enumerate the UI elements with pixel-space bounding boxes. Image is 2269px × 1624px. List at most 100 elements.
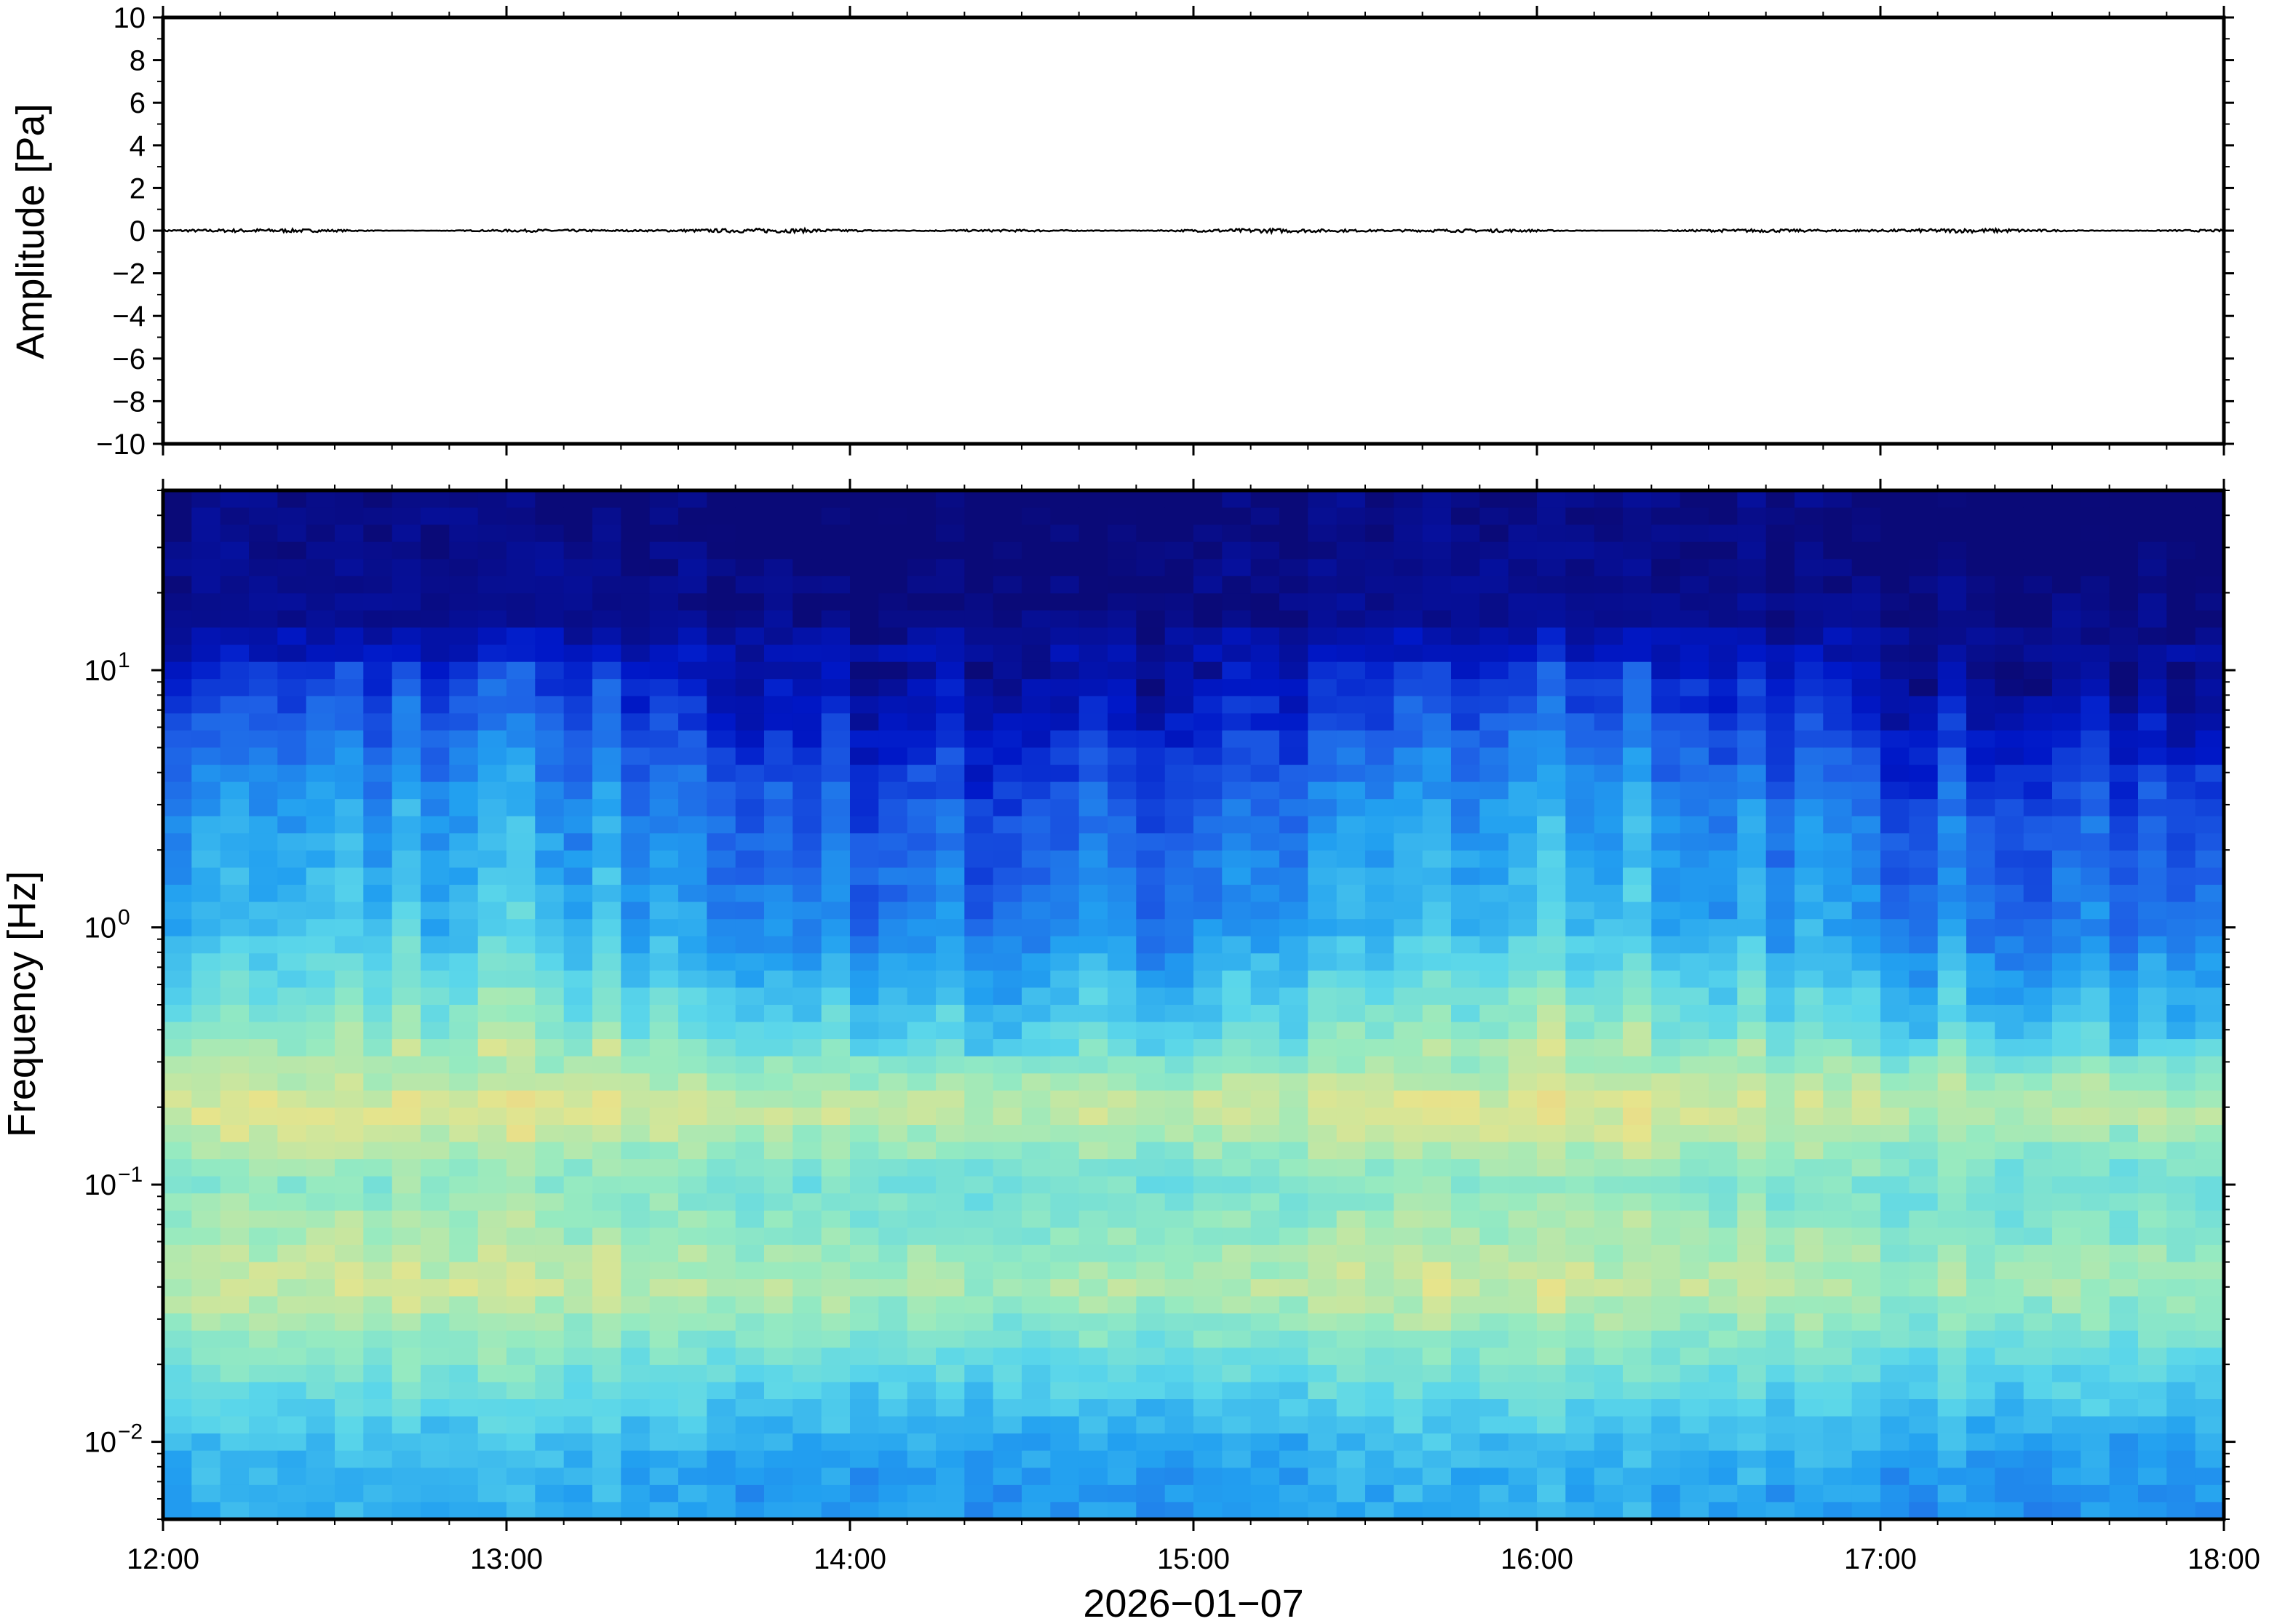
spectrogram-cell	[792, 1107, 822, 1126]
spectrogram-cell	[220, 799, 250, 817]
spectrogram-cell	[2081, 1330, 2110, 1349]
spectrogram-cell	[1164, 1416, 1194, 1434]
spectrogram-cell	[563, 1227, 593, 1246]
spectrogram-cell	[649, 1005, 679, 1023]
spectrogram-cell	[2138, 679, 2168, 697]
spectrogram-cell	[878, 1330, 908, 1349]
spectrogram-cell	[1451, 765, 1481, 783]
spectrogram-cell	[821, 696, 851, 715]
spectrogram-cell	[1565, 816, 1595, 835]
waveform-y-tick-label: 10	[114, 2, 146, 34]
spectrogram-cell	[2023, 559, 2053, 577]
spectrogram-cell	[220, 1022, 250, 1040]
spectrogram-cell	[1479, 1330, 1509, 1349]
spectrogram-cell	[506, 799, 536, 817]
spectrogram-cell	[1795, 1125, 1824, 1143]
spectrogram-cell	[1164, 1176, 1194, 1195]
spectrogram-cell	[1909, 645, 1939, 663]
spectrogram-cell	[1709, 730, 1738, 749]
spectrogram-cell	[1709, 1348, 1738, 1366]
spectrogram-cell	[421, 713, 450, 731]
spectrogram-cell	[1164, 490, 1194, 509]
spectrogram-cell	[1537, 1364, 1567, 1383]
spectrogram-cell	[621, 919, 651, 937]
spectrogram-cell	[2023, 1330, 2053, 1349]
spectrogram-cell	[1164, 747, 1194, 765]
spectrogram-cell	[2052, 1107, 2082, 1126]
spectrogram-cell	[2138, 1022, 2168, 1040]
spectrogram-cell	[1966, 1262, 1996, 1280]
spectrogram-cell	[191, 1073, 221, 1091]
spectrogram-cell	[2195, 1159, 2224, 1177]
spectrogram-cell	[1737, 661, 1767, 680]
spectrogram-cell	[1709, 885, 1738, 903]
spectrogram-cell	[535, 1330, 565, 1349]
spectrogram-cell	[993, 1142, 1022, 1160]
spectrogram-cell	[2195, 696, 2224, 715]
spectrogram-cell	[878, 850, 908, 869]
spectrogram-cell	[1451, 987, 1481, 1006]
spectrogram-cell	[936, 936, 966, 955]
spectrogram-cell	[1851, 490, 1881, 509]
spectrogram-cell	[907, 1073, 937, 1091]
spectrogram-cell	[1451, 541, 1481, 560]
spectrogram-cell	[2195, 1279, 2224, 1297]
spectrogram-cell	[191, 1364, 221, 1383]
spectrogram-cell	[1795, 816, 1824, 835]
spectrogram-cell	[1050, 1279, 1080, 1297]
spectrogram-cell	[1050, 1125, 1080, 1143]
spectrogram-cell	[1022, 1279, 1052, 1297]
spectrogram-cell	[2138, 970, 2168, 989]
spectrogram-cell	[1136, 833, 1166, 851]
spectrogram-cell	[1479, 1416, 1509, 1434]
spectrogram-y-tick-exponent: 1	[118, 648, 130, 672]
spectrogram-cell	[1537, 696, 1567, 715]
spectrogram-cell	[249, 696, 279, 715]
spectrogram-cell	[392, 747, 421, 765]
spectrogram-cell	[1022, 833, 1052, 851]
spectrogram-cell	[649, 525, 679, 543]
spectrogram-cell	[850, 1313, 880, 1332]
spectrogram-cell	[964, 1348, 994, 1366]
spectrogram-cell	[1594, 1090, 1624, 1109]
spectrogram-cell	[477, 987, 507, 1006]
spectrogram-cell	[1479, 1022, 1509, 1040]
spectrogram-cell	[421, 987, 450, 1006]
spectrogram-cell	[392, 953, 421, 971]
spectrogram-cell	[1537, 1484, 1567, 1503]
spectrogram-cell	[1880, 1364, 1910, 1383]
spectrogram-cell	[1995, 987, 2024, 1006]
spectrogram-cell	[2023, 541, 2053, 560]
spectrogram-cell	[964, 1090, 994, 1109]
spectrogram-cell	[1880, 799, 1910, 817]
spectrogram-cell	[1078, 936, 1108, 955]
spectrogram-cell	[220, 541, 250, 560]
spectrogram-cell	[1479, 1399, 1509, 1417]
spectrogram-cell	[792, 901, 822, 920]
spectrogram-cell	[1765, 1433, 1795, 1452]
spectrogram-cell	[563, 1348, 593, 1366]
spectrogram-cell	[1594, 1313, 1624, 1332]
spectrogram-cell	[1537, 490, 1567, 509]
spectrogram-cell	[1308, 593, 1338, 611]
spectrogram-cell	[1164, 1313, 1194, 1332]
spectrogram-cell	[850, 1073, 880, 1091]
spectrogram-cell	[1365, 1364, 1395, 1383]
spectrogram-cell	[220, 1193, 250, 1211]
spectrogram-y-tick-label: 10	[84, 912, 117, 944]
spectrogram-cell	[821, 1125, 851, 1143]
spectrogram-cell	[2195, 490, 2224, 509]
spectrogram-cell	[1136, 850, 1166, 869]
spectrogram-cell	[1336, 953, 1366, 971]
spectrogram-cell	[2109, 1107, 2139, 1126]
spectrogram-cell	[592, 765, 622, 783]
spectrogram-cell	[1680, 1227, 1709, 1246]
spectrogram-cell	[764, 525, 794, 543]
spectrogram-cell	[2166, 627, 2196, 645]
spectrogram-cell	[1709, 679, 1738, 697]
spectrogram-cell	[1765, 559, 1795, 577]
spectrogram-cell	[1164, 799, 1194, 817]
spectrogram-cell	[1193, 833, 1223, 851]
spectrogram-cell	[363, 1125, 393, 1143]
spectrogram-cell	[449, 576, 479, 594]
